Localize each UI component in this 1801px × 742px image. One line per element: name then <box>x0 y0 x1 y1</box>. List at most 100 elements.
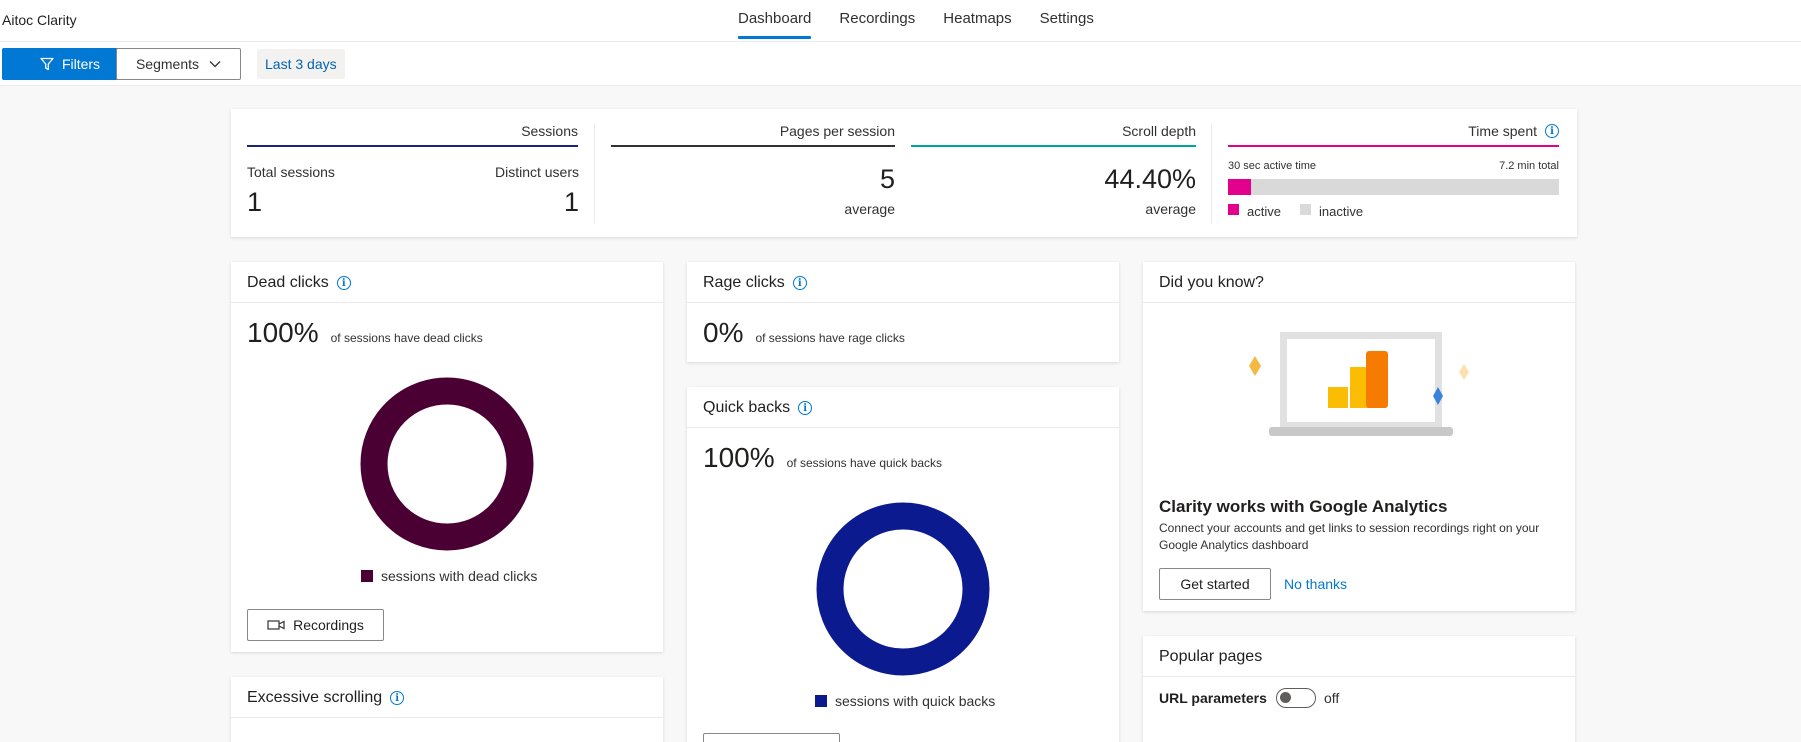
time-spent-header: Time spent i <box>1228 123 1559 147</box>
chevron-down-icon <box>209 61 221 68</box>
get-started-button[interactable]: Get started <box>1159 568 1271 600</box>
date-range-chip[interactable]: Last 3 days <box>257 49 345 79</box>
time-spent-header-label: Time spent <box>1468 123 1537 139</box>
divider <box>594 123 595 223</box>
did-you-know-card: Did you know? Clarity works with Google … <box>1143 262 1575 611</box>
scroll-depth-sub: average <box>1145 201 1196 217</box>
scroll-depth-value: 44.40% <box>1104 164 1196 194</box>
bar-medium <box>1350 367 1370 408</box>
quick-backs-card: Quick backs i 100% of sessions have quic… <box>687 387 1119 742</box>
quick-backs-ring <box>816 502 990 676</box>
dead-clicks-legend-label: sessions with dead clicks <box>381 568 538 584</box>
total-time-text: 7.2 min total <box>1499 160 1559 172</box>
video-camera-icon <box>267 620 285 630</box>
excessive-scrolling-title: Excessive scrolling <box>247 689 383 706</box>
filters-label: Filters <box>61 56 101 72</box>
sessions-accent-line <box>247 145 578 147</box>
time-spent-active-fill <box>1228 179 1251 195</box>
bar-large <box>1366 351 1388 408</box>
quick-backs-legend-label: sessions with quick backs <box>835 693 996 709</box>
pages-per-session-header-label: Pages per session <box>779 123 895 139</box>
info-icon[interactable]: i <box>798 401 813 415</box>
info-icon[interactable]: i <box>390 691 405 705</box>
laptop-base <box>1269 427 1453 436</box>
scroll-depth-header: Scroll depth <box>911 123 1196 147</box>
dead-clicks-card: Dead clicks i 100% of sessions have dead… <box>231 262 663 652</box>
ga-heading: Clarity works with Google Analytics <box>1159 497 1448 516</box>
card-title: Dead clicks i <box>247 274 351 292</box>
recordings-button[interactable]: Recordings <box>247 609 384 641</box>
excessive-scrolling-card: Excessive scrolling i <box>231 677 663 742</box>
pages-per-session-header: Pages per session <box>611 123 895 147</box>
url-parameters-label: URL parameters <box>1159 690 1267 706</box>
segments-label: Segments <box>135 56 200 72</box>
divider <box>687 427 1119 428</box>
no-thanks-link[interactable]: No thanks <box>1284 576 1348 592</box>
inactive-legend-label: inactive <box>1319 204 1364 219</box>
pages-per-session-value: 5 <box>879 164 895 194</box>
total-sessions-label: Total sessions <box>247 164 335 180</box>
inactive-legend-swatch <box>1300 204 1311 215</box>
url-parameters-toggle[interactable] <box>1276 688 1316 708</box>
quick-backs-desc: of sessions have quick backs <box>786 456 943 470</box>
legend-swatch <box>815 695 827 707</box>
card-title: Rage clicks i <box>703 274 807 292</box>
tab-heatmaps[interactable]: Heatmaps <box>943 10 1012 27</box>
rage-clicks-card: Rage clicks i 0% of sessions have rage c… <box>687 262 1119 362</box>
pages-per-session-sub: average <box>844 201 895 217</box>
info-icon[interactable]: i <box>336 276 351 290</box>
rage-clicks-percent: 0% <box>703 317 744 348</box>
active-legend-swatch <box>1228 204 1239 215</box>
legend-swatch <box>361 570 373 582</box>
divider <box>1143 302 1575 303</box>
quick-backs-summary: 100% of sessions have quick backs <box>703 442 942 474</box>
time-spent-bar <box>1228 179 1559 195</box>
distinct-users-label: Distinct users <box>494 164 579 180</box>
google-analytics-illustration <box>1249 332 1469 436</box>
popular-pages-card: Popular pages URL parameters off <box>1143 636 1575 742</box>
active-time-text: 30 sec active time <box>1228 160 1317 172</box>
card-title: Excessive scrolling i <box>247 689 405 707</box>
segments-dropdown[interactable]: Segments <box>116 48 241 80</box>
distinct-users-value: 1 <box>563 187 579 217</box>
dead-clicks-desc: of sessions have dead clicks <box>330 331 483 345</box>
toggle-knob <box>1280 692 1291 703</box>
scroll-accent-line <box>911 145 1196 147</box>
scroll-depth-header-label: Scroll depth <box>1122 123 1196 139</box>
dead-clicks-ring <box>360 377 534 551</box>
card-title: Did you know? <box>1159 274 1264 291</box>
tab-settings[interactable]: Settings <box>1039 10 1094 27</box>
divider <box>231 717 663 718</box>
card-title: Popular pages <box>1159 648 1263 665</box>
dead-clicks-summary: 100% of sessions have dead clicks <box>247 317 483 349</box>
filter-toolbar: Filters Segments Last 3 days <box>0 42 1801 86</box>
dead-clicks-legend: sessions with dead clicks <box>361 568 537 584</box>
quick-backs-recordings-button[interactable] <box>703 733 840 742</box>
quick-backs-title: Quick backs <box>703 399 791 416</box>
active-legend-label: active <box>1247 204 1281 219</box>
bar-small <box>1328 387 1348 408</box>
toggle-state-label: off <box>1324 690 1340 706</box>
quick-backs-percent: 100% <box>703 442 775 473</box>
tab-recordings[interactable]: Recordings <box>839 10 916 27</box>
info-icon[interactable]: i <box>792 276 807 290</box>
tab-dashboard[interactable]: Dashboard <box>738 0 812 42</box>
sparkle-icon <box>1459 364 1469 380</box>
divider <box>1211 123 1212 223</box>
sessions-header-label: Sessions <box>521 123 578 139</box>
sessions-header: Sessions <box>247 123 578 147</box>
divider <box>231 302 663 303</box>
dead-clicks-donut <box>360 377 534 551</box>
time-accent-line <box>1228 145 1559 147</box>
sparkle-icon <box>1433 387 1443 405</box>
filters-button[interactable]: Filters <box>2 48 138 80</box>
info-icon[interactable]: i <box>1545 124 1559 138</box>
ga-description: Connect your accounts and get links to s… <box>1159 521 1540 552</box>
dead-clicks-title: Dead clicks <box>247 274 329 291</box>
quick-backs-legend: sessions with quick backs <box>815 693 995 709</box>
divider <box>1143 676 1575 677</box>
rage-clicks-desc: of sessions have rage clicks <box>755 331 905 345</box>
metrics-summary-card: Sessions Total sessions Distinct users 1… <box>231 109 1577 237</box>
divider <box>687 302 1119 303</box>
rage-clicks-title: Rage clicks <box>703 274 785 291</box>
